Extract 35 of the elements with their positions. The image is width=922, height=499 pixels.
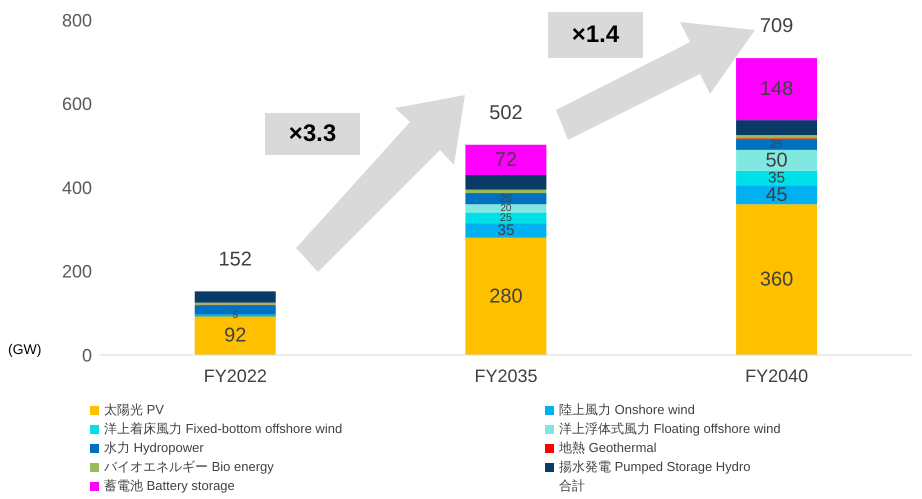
legend-label: バイオエネルギー Bio energy [104,458,274,476]
legend-label: 揚水発電 Pumped Storage Hydro [559,458,750,476]
legend-label: 地熱 Geothermal [559,439,657,457]
y-tick-label: 600 [62,94,92,114]
legend-label: 洋上浮体式風力 Floating offshore wind [559,420,781,438]
data-label: 92 [224,324,246,347]
data-label: 280 [489,285,523,308]
annotation: ×1.4 [548,12,643,58]
y-tick-label: 400 [62,178,92,198]
data-label: 72 [494,148,518,171]
data-label: 35 [497,222,514,239]
text: 合計 [558,477,586,495]
y-axis-title: (GW) [8,341,42,357]
x-tick-label: FY2022 [204,366,267,386]
data-label: 148 [760,78,794,100]
data-label: 360 [760,268,794,291]
total-label: 502 [489,102,523,124]
legend-label: 蓄電池 Battery storage [104,477,235,495]
total-label: 152 [218,248,252,270]
legend-label: 陸上風力 Onshore wind [559,401,695,419]
data-label: 50 [765,149,788,172]
legend-label: 洋上着床風力 Fixed-bottom offshore wind [104,420,342,438]
annotation: ×3.3 [265,113,360,155]
legend-label: 水力 Hydropower [104,439,204,457]
y-tick-label: 200 [62,262,92,282]
x-tick-label: FY2040 [745,366,808,386]
legend-label: 太陽光 PV [104,401,164,419]
total-label: 709 [760,15,794,38]
data-label: 25 [770,138,783,151]
y-tick-label: 800 [62,10,92,30]
data-label: 20 [500,202,512,214]
y-tick-label: 0 [82,345,92,366]
data-label: 25 [500,212,512,224]
x-tick-label: FY2035 [474,366,538,386]
data-label: 25 [500,193,512,206]
